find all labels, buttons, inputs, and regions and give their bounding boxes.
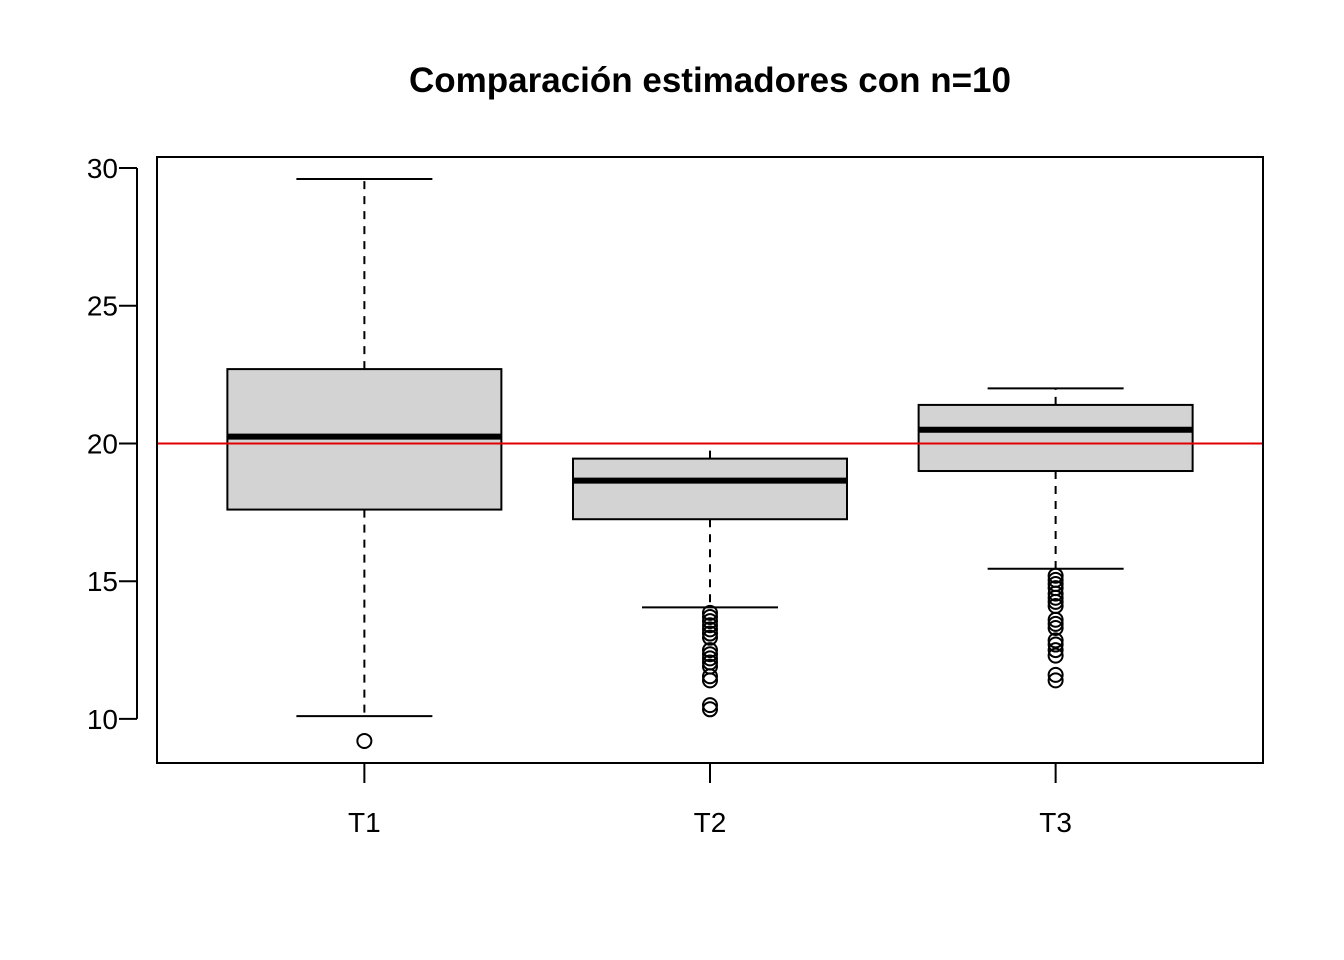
outlier-point-t3: [1047, 567, 1064, 584]
x-tick-label-t2: T2: [694, 807, 727, 838]
outlier-point-t2: [702, 617, 718, 634]
y-tick-label-10: 10: [87, 704, 118, 735]
outlier-point-t2: [702, 621, 718, 638]
outlier-point-t2: [702, 642, 718, 659]
box-t2: [572, 457, 848, 521]
outlier-point-t3: [1047, 589, 1064, 606]
outlier-point-t3: [1047, 585, 1064, 602]
outlier-point-t1: [356, 732, 373, 749]
y-tick-label-25: 25: [87, 291, 118, 322]
x-tick-label-t3: T3: [1039, 807, 1072, 838]
y-tick-label-20: 20: [87, 428, 118, 459]
y-tick-label-15: 15: [87, 566, 118, 597]
outlier-point-t2: [702, 672, 718, 689]
outlier-point-t3: [1047, 672, 1064, 689]
chart-title: Comparación estimadores con n=10: [409, 61, 1011, 100]
outlier-point-t2: [702, 604, 718, 621]
x-tick-label-t1: T1: [348, 807, 381, 838]
y-tick-label-30: 30: [87, 153, 118, 184]
plot-area: T1 T2 T3 10 15 20 25 30: [87, 153, 1264, 838]
outlier-point-t3: [1047, 642, 1064, 659]
outlier-point-t2: [702, 650, 718, 667]
outlier-point-t3: [1047, 632, 1064, 649]
outlier-point-t3: [1047, 593, 1064, 610]
outlier-point-t2: [702, 629, 718, 646]
outlier-point-t2: [702, 646, 718, 663]
outlier-point-t3: [1047, 615, 1064, 632]
outlier-point-t2: [702, 697, 718, 714]
box-t3: [917, 403, 1194, 473]
outlier-point-t3: [1047, 647, 1064, 664]
outlier-point-t2: [702, 701, 718, 718]
outlier-point-t2: [702, 625, 718, 642]
outlier-point-t2: [702, 668, 718, 685]
outlier-point-t2: [702, 609, 718, 626]
outlier-point-t3: [1047, 636, 1064, 653]
outlier-point-t2: [702, 613, 718, 630]
outlier-point-t3: [1047, 620, 1064, 637]
plot-frame: [156, 156, 1264, 764]
outlier-point-t3: [1047, 611, 1064, 628]
outlier-point-t3: [1047, 666, 1064, 683]
